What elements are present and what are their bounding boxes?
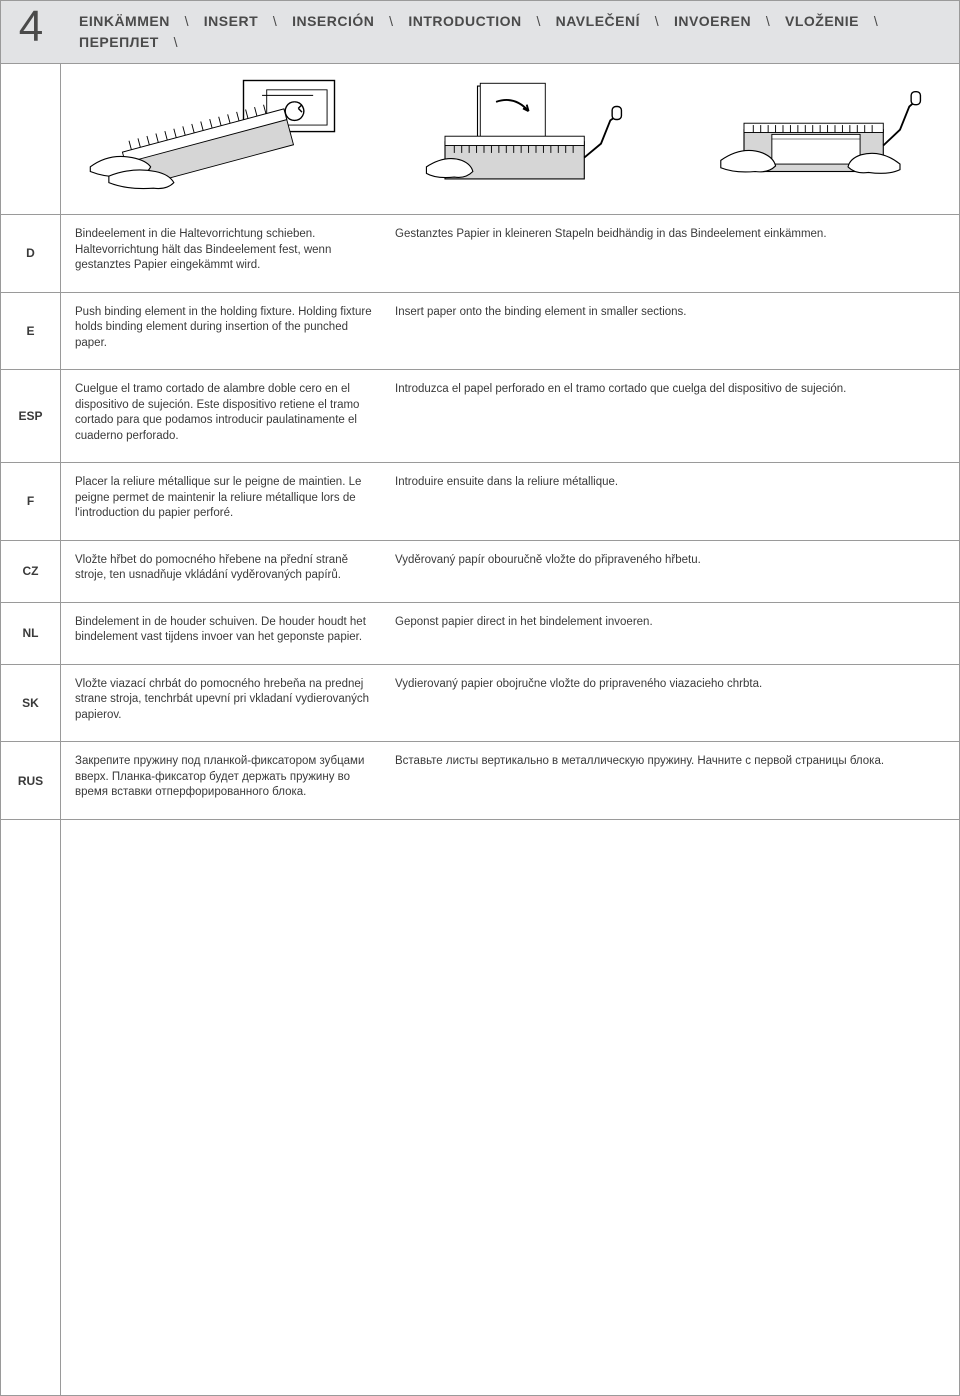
row-spacer (1, 64, 61, 214)
illustration-1 (71, 74, 350, 204)
lang-text-cols: Закрепите пружину под планкой-фиксатором… (61, 742, 959, 819)
instruction-left: Vložte viazací chrbát do pomocného hrebe… (75, 677, 375, 724)
manual-page: 4 EINKÄMMEN \ INSERT \ INSERCIÓN \ INTRO… (0, 0, 960, 1396)
instruction-right: Introduire ensuite dans la reliure métal… (395, 475, 945, 522)
step-header: 4 EINKÄMMEN \ INSERT \ INSERCIÓN \ INTRO… (1, 1, 959, 64)
lang-row-f: F Placer la reliure métallique sur le pei… (1, 463, 959, 541)
instruction-right: Vydierovaný papier obojručne vložte do p… (395, 677, 945, 724)
lang-code: E (1, 293, 61, 370)
lang-text-cols: Placer la reliure métallique sur le peig… (61, 463, 959, 540)
lang-text-cols: Bindeelement in die Haltevorrichtung sch… (61, 215, 959, 292)
page-remainder (1, 820, 959, 1395)
lang-text-cols: Bindelement in de houder schuiven. De ho… (61, 603, 959, 664)
instruction-left: Закрепите пружину под планкой-фиксатором… (75, 754, 375, 801)
instruction-left: Vložte hřbet do pomocného hřebene na pře… (75, 553, 375, 584)
lang-code: D (1, 215, 61, 292)
lang-text-cols: Push binding element in the holding fixt… (61, 293, 959, 370)
illustration-cells (61, 64, 959, 214)
lang-row-d: D Bindeelement in die Haltevorrichtung sc… (1, 215, 959, 293)
instruction-right: Vyděrovaný papír obouručně vložte do při… (395, 553, 945, 584)
step-title-multilang: EINKÄMMEN \ INSERT \ INSERCIÓN \ INTRODU… (61, 1, 959, 63)
instruction-right: Introduzca el papel perforado en el tram… (395, 382, 945, 444)
step-number: 4 (1, 1, 61, 57)
instruction-left: Placer la reliure métallique sur le peig… (75, 475, 375, 522)
lang-row-sk: SK Vložte viazací chrbát do pomocného hre… (1, 665, 959, 743)
instruction-right: Insert paper onto the binding element in… (395, 305, 945, 352)
lang-code: SK (1, 665, 61, 742)
language-rows: D Bindeelement in die Haltevorrichtung sc… (1, 215, 959, 820)
instruction-left: Push binding element in the holding fixt… (75, 305, 375, 352)
instruction-right: Geponst papier direct in het bindelement… (395, 615, 945, 646)
lang-text-cols: Vložte hřbet do pomocného hřebene na pře… (61, 541, 959, 602)
illustration-3 (670, 74, 949, 204)
lang-code: F (1, 463, 61, 540)
instruction-left: Cuelgue el tramo cortado de alambre dobl… (75, 382, 375, 444)
instruction-right: Gestanztes Papier in kleineren Stapeln b… (395, 227, 945, 274)
lang-row-cz: CZ Vložte hřbet do pomocného hřebene na p… (1, 541, 959, 603)
lang-row-e: E Push binding element in the holding fix… (1, 293, 959, 371)
lang-row-rus: RUS Закрепите пружину под планкой-фиксато… (1, 742, 959, 820)
lang-row-esp: ESPCuelgue el tramo cortado de alambre d… (1, 370, 959, 463)
lang-code: ESP (1, 370, 61, 462)
instruction-left: Bindeelement in die Haltevorrichtung sch… (75, 227, 375, 274)
lang-code: NL (1, 603, 61, 664)
lang-text-cols: Vložte viazací chrbát do pomocného hrebe… (61, 665, 959, 742)
instruction-right: Вставьте листы вертикально в металлическ… (395, 754, 945, 801)
illustration-row (1, 64, 959, 215)
lang-code: RUS (1, 742, 61, 819)
lang-text-cols: Cuelgue el tramo cortado de alambre dobl… (61, 370, 959, 462)
lang-row-nl: NL Bindelement in de houder schuiven. De … (1, 603, 959, 665)
lang-code: CZ (1, 541, 61, 602)
illustration-2 (370, 74, 649, 204)
instruction-left: Bindelement in de houder schuiven. De ho… (75, 615, 375, 646)
